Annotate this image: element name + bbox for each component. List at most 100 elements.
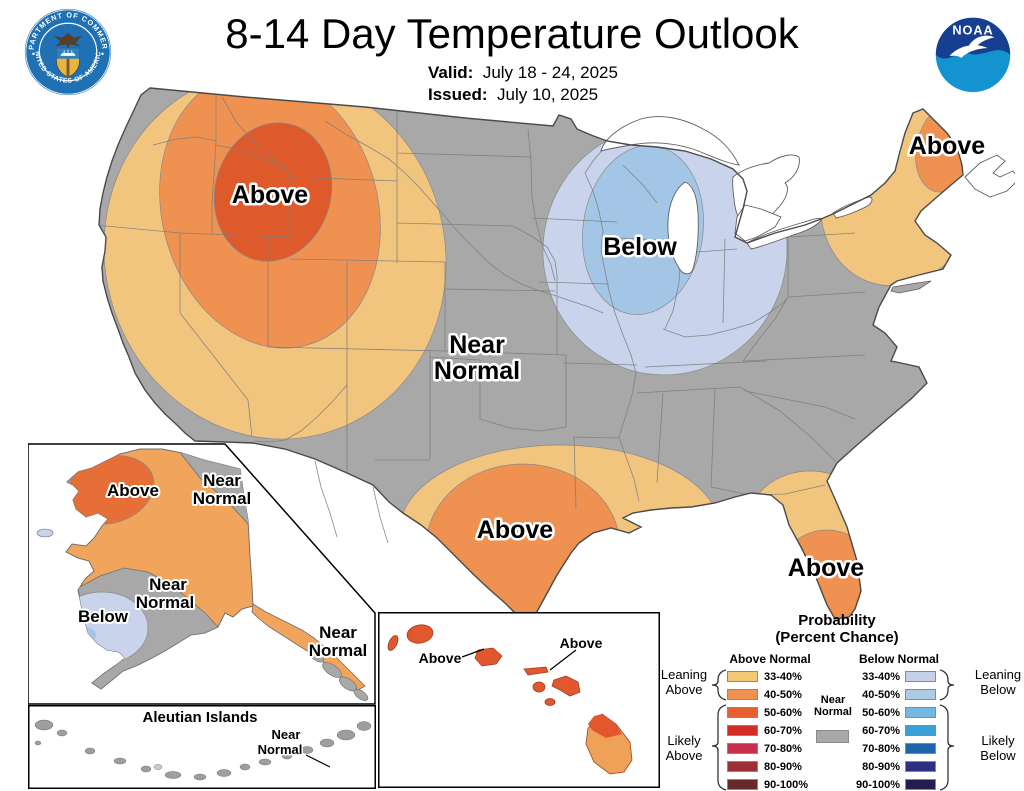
- alaska-panhandle-islands: [307, 649, 369, 701]
- aleutian-label-near-line1: Near: [272, 727, 301, 742]
- legend-likely-below-line1: Likely: [981, 733, 1015, 748]
- legend-range-below-33-40: 33-40%: [862, 671, 900, 683]
- region-texas-above-40-50: [425, 463, 621, 629]
- hawaii-pointer-west: [461, 648, 485, 658]
- island-niihau: [387, 635, 399, 651]
- brace-leaning-below: [939, 669, 955, 701]
- alaska-inset-map: Above Near Normal Near Normal Below Near…: [28, 443, 376, 705]
- label-northwest-above: Above: [232, 181, 309, 209]
- legend-range-below-80-90: 80-90%: [862, 761, 900, 773]
- island-hawaii-big-north-tip: [588, 714, 622, 738]
- long-island: [890, 280, 932, 294]
- legend-near-line1: Near: [820, 694, 846, 706]
- legend-swatch-above-33-40: [727, 671, 758, 682]
- legend-range-above-60-70: 60-70%: [764, 725, 802, 737]
- probability-legend: Probability (Percent Chance) Above Norma…: [650, 606, 1024, 791]
- hawaii-label-east-above: Above: [560, 635, 603, 651]
- island-kauai: [406, 624, 434, 644]
- hawaii-pointer-east: [549, 649, 577, 671]
- legend-range-above-50-60: 50-60%: [764, 707, 802, 719]
- legend-likely-above-line2: Above: [665, 748, 703, 763]
- valid-value: July 18 - 24, 2025: [482, 63, 618, 82]
- valid-line: Valid: July 18 - 24, 2025: [428, 62, 618, 84]
- valid-label: Valid:: [428, 63, 474, 82]
- alaska-label-se-near-line2: Normal: [309, 641, 368, 660]
- legend-leaning-above-line2: Above: [665, 682, 703, 697]
- legend-swatch-above-70-80: [727, 743, 758, 754]
- ontario-peninsula: [734, 204, 782, 242]
- aleutian-inset-map: Aleutian Islands Near Normal: [28, 705, 376, 789]
- legend-likely-below-line2: Below: [980, 748, 1016, 763]
- hawaii-inset-map: Above Above: [378, 612, 660, 788]
- aleutian-islands-chain: [34, 719, 372, 781]
- legend-range-above-33-40: 33-40%: [764, 671, 802, 683]
- legend-swatch-below-50-60: [905, 707, 936, 718]
- issued-label: Issued:: [428, 85, 488, 104]
- noaa-logo-text: NOAA: [952, 22, 993, 37]
- page-title: 8-14 Day Temperature Outlook: [225, 10, 799, 57]
- aleutian-title: Aleutian Islands: [142, 709, 257, 726]
- noaa-logo-icon: NOAA: [935, 17, 1011, 93]
- aleutian-pointer-line: [305, 754, 331, 768]
- label-texas-above: Above: [477, 516, 554, 544]
- legend-range-below-60-70: 60-70%: [862, 725, 900, 737]
- legend-swatch-below-60-70: [905, 725, 936, 736]
- conus-outlook-map: Above Below Near Normal Above Above Abov…: [98, 87, 1015, 630]
- legend-range-above-90-100: 90-100%: [764, 779, 809, 791]
- region-west-above-50-60: [213, 122, 333, 262]
- legend-range-above-40-50: 40-50%: [764, 689, 802, 701]
- label-central-near-line2: Normal: [434, 357, 520, 385]
- brace-likely-below: [939, 704, 955, 791]
- issued-value: July 10, 2025: [496, 85, 599, 104]
- legend-leaning-below-line1: Leaning: [974, 667, 1022, 682]
- legend-swatch-above-80-90: [727, 761, 758, 772]
- legend-title-line2: (Percent Chance): [775, 629, 899, 646]
- brace-leaning-above: [711, 669, 727, 701]
- legend-range-above-80-90: 80-90%: [764, 761, 802, 773]
- island-maui: [551, 675, 581, 697]
- conus-outline: [98, 87, 964, 630]
- legend-range-below-40-50: 40-50%: [862, 689, 900, 701]
- aleutian-label-near-line2: Normal: [258, 742, 303, 757]
- alaska-label-nw-above: Above: [107, 481, 159, 500]
- lake-ontario: [832, 196, 873, 219]
- legend-likely-above-line1: Likely: [667, 733, 701, 748]
- island-oahu: [474, 647, 503, 667]
- alaska-label-ne-near-line2: Normal: [193, 489, 252, 508]
- legend-swatch-above-90-100: [727, 779, 758, 790]
- lake-michigan: [667, 181, 699, 275]
- legend-leaning-below-line2: Below: [980, 682, 1016, 697]
- alaska-label-central-near-line2: Normal: [136, 593, 195, 612]
- legend-swatch-below-90-100: [905, 779, 936, 790]
- legend-range-above-70-80: 70-80%: [764, 743, 802, 755]
- legend-swatch-below-40-50: [905, 689, 936, 700]
- legend-title-line1: Probability: [798, 612, 876, 629]
- legend-range-below-50-60: 50-60%: [862, 707, 900, 719]
- aleutian-island-blue-tint: [153, 764, 163, 770]
- legend-swatch-above-40-50: [727, 689, 758, 700]
- legend-swatch-above-50-60: [727, 707, 758, 718]
- label-maine-above: Above: [909, 132, 986, 160]
- alaska-label-se-near-line1: Near: [319, 623, 357, 642]
- label-central-near-line1: Near: [449, 331, 505, 359]
- legend-range-below-70-80: 70-80%: [862, 743, 900, 755]
- department-of-commerce-seal-icon: DEPARTMENT OF COMMERCE UNITED STATES OF …: [22, 6, 112, 96]
- issued-line: Issued: July 10, 2025: [428, 84, 618, 106]
- brace-likely-above: [711, 704, 727, 791]
- legend-range-below-90-100: 90-100%: [855, 779, 900, 791]
- doc-seal-eagle: [53, 32, 83, 50]
- legend-swatch-below-70-80: [905, 743, 936, 754]
- legend-swatch-below-33-40: [905, 671, 936, 682]
- island-kahoolawe: [544, 698, 556, 706]
- hawaii-label-west-above: Above: [419, 650, 462, 666]
- alaska-label-ne-near-line1: Near: [203, 471, 241, 490]
- legend-swatch-above-60-70: [727, 725, 758, 736]
- alaska-label-sw-below: Below: [78, 607, 129, 626]
- alaska-label-central-near-line1: Near: [149, 575, 187, 594]
- legend-below-header: Below Normal: [858, 652, 939, 666]
- hawaii-islands: [387, 624, 633, 775]
- legend-above-header: Above Normal: [729, 652, 811, 666]
- label-midwest-below: Below: [603, 233, 677, 261]
- legend-swatch-below-80-90: [905, 761, 936, 772]
